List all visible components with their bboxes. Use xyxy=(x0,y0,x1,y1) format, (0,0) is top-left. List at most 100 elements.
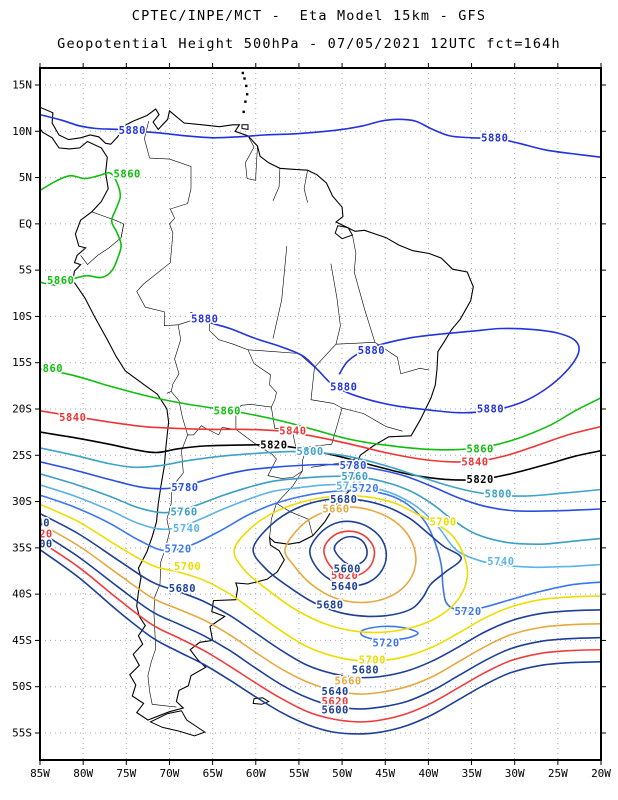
contour-label-5700: 5700 xyxy=(174,561,201,573)
country-border xyxy=(170,391,188,435)
contour-line-5660 xyxy=(40,523,601,695)
contour-label-5640: 5640 xyxy=(322,686,349,698)
chart-title: CPTEC/INPE/MCT - Eta Model 15km - GFS xyxy=(131,8,487,24)
island-outline xyxy=(241,124,249,130)
contour-label-5880: 5880 xyxy=(119,125,146,137)
contour-labels: 5880 5880 5880 5880 5880 5880 5860 5860 5860 5860… xyxy=(23,123,516,718)
island-outline xyxy=(334,225,354,240)
grid-lines xyxy=(40,68,601,760)
contour-line-5640 xyxy=(40,531,601,710)
axis-ticks xyxy=(35,63,606,765)
contour-label-5760: 5760 xyxy=(341,471,368,483)
contour-line-5880 xyxy=(190,311,580,414)
contour-line-5680 xyxy=(252,497,462,618)
y-tick-label: 45S xyxy=(12,634,32,647)
x-tick-label: 30W xyxy=(505,767,525,780)
x-tick-label: 60W xyxy=(246,767,266,780)
x-tick-label: 50W xyxy=(332,767,352,780)
contour-label-5680: 5680 xyxy=(352,665,379,677)
contour-label-5820: 5820 xyxy=(467,474,494,486)
contour-label-5620: 5620 xyxy=(25,529,52,541)
contour-label-5700: 5700 xyxy=(429,516,456,528)
y-tick-label: 40S xyxy=(12,588,32,601)
contour-line-5860 xyxy=(40,171,122,286)
y-tick-label: 30S xyxy=(12,495,32,508)
contour-line-5680 xyxy=(40,512,601,679)
contour-label-5780: 5780 xyxy=(171,482,198,494)
contour-5760 xyxy=(40,473,601,546)
contour-label-5660: 5660 xyxy=(322,504,349,516)
contour-5780 xyxy=(40,461,601,513)
country-border xyxy=(303,170,308,203)
contour-label-5600: 5600 xyxy=(334,564,361,576)
country-border xyxy=(272,246,288,339)
y-tick-label: 20S xyxy=(12,402,32,415)
contour-label-5720: 5720 xyxy=(352,483,379,495)
x-tick-label: 65W xyxy=(203,767,223,780)
country-border xyxy=(352,234,376,343)
contour-label-5740: 5740 xyxy=(336,480,363,492)
contour-label-5840: 5840 xyxy=(59,412,86,424)
contour-line-5800 xyxy=(40,447,601,497)
island-dot xyxy=(245,84,248,88)
country-border xyxy=(144,121,192,204)
contour-line-5720 xyxy=(359,625,419,641)
contour-line-5620 xyxy=(323,530,376,577)
contour-label-5760: 5760 xyxy=(170,506,197,518)
contour-label-5860: 5860 xyxy=(47,275,74,287)
contour-label-5880: 5880 xyxy=(477,404,504,416)
contour-label-5640: 5640 xyxy=(23,517,50,529)
contour-label-5780: 5780 xyxy=(340,460,367,472)
country-border xyxy=(247,341,430,375)
contour-label-5860: 5860 xyxy=(36,363,63,375)
contour-label-5720: 5720 xyxy=(372,638,399,650)
y-tick-label: EQ xyxy=(19,217,32,230)
axis-labels: 85W 80W 75W 70W 65W 60W 55W 50W 45W 40W 35W 30W 25W 2… xyxy=(12,79,611,781)
contour-line-5620 xyxy=(40,540,601,723)
contour-label-5700: 5700 xyxy=(359,654,386,666)
contour-label-5880: 5880 xyxy=(330,381,357,393)
x-tick-label: 70W xyxy=(160,767,180,780)
chart-subtitle: Geopotential Height 500hPa - 07/05/2021 … xyxy=(57,36,561,52)
island-dot xyxy=(245,93,249,96)
contour-label-5860: 5860 xyxy=(114,168,141,180)
island-outline xyxy=(149,710,206,737)
contour-line-5660 xyxy=(284,506,417,604)
contour-label-5680: 5680 xyxy=(316,600,343,612)
contour-line-5700 xyxy=(40,503,601,663)
contour-label-5820: 5820 xyxy=(260,440,287,452)
contour-lines xyxy=(40,113,601,735)
contour-5800 xyxy=(40,447,601,497)
coastline xyxy=(40,106,474,721)
island-dot xyxy=(241,71,245,75)
country-border xyxy=(169,203,188,263)
contour-line-5780 xyxy=(40,461,601,513)
contour-label-5840: 5840 xyxy=(279,426,306,438)
contour-5600 xyxy=(40,535,601,735)
country-border xyxy=(91,211,125,238)
contour-label-5620: 5620 xyxy=(322,696,349,708)
contour-label-5860: 5860 xyxy=(467,443,494,455)
contour-label-5860: 5860 xyxy=(214,405,241,417)
x-tick-label: 25W xyxy=(548,767,568,780)
contour-5640 xyxy=(40,520,601,710)
basemap xyxy=(40,71,474,737)
x-tick-label: 45W xyxy=(375,767,395,780)
x-tick-label: 35W xyxy=(462,767,482,780)
country-border xyxy=(245,135,258,181)
contour-label-5840: 5840 xyxy=(461,456,488,468)
contour-label-5880: 5880 xyxy=(481,132,508,144)
contour-line-5820 xyxy=(40,431,601,481)
x-tick-label: 55W xyxy=(289,767,309,780)
contour-label-5880: 5880 xyxy=(358,345,385,357)
contour-label-5740: 5740 xyxy=(487,556,514,568)
x-tick-label: 20W xyxy=(591,767,611,780)
y-tick-label: 5N xyxy=(19,171,32,184)
contour-label-5680: 5680 xyxy=(330,494,357,506)
contour-line-5840 xyxy=(40,410,601,463)
contour-line-5880 xyxy=(40,113,601,158)
country-border xyxy=(272,168,281,201)
contour-5700 xyxy=(40,494,601,663)
